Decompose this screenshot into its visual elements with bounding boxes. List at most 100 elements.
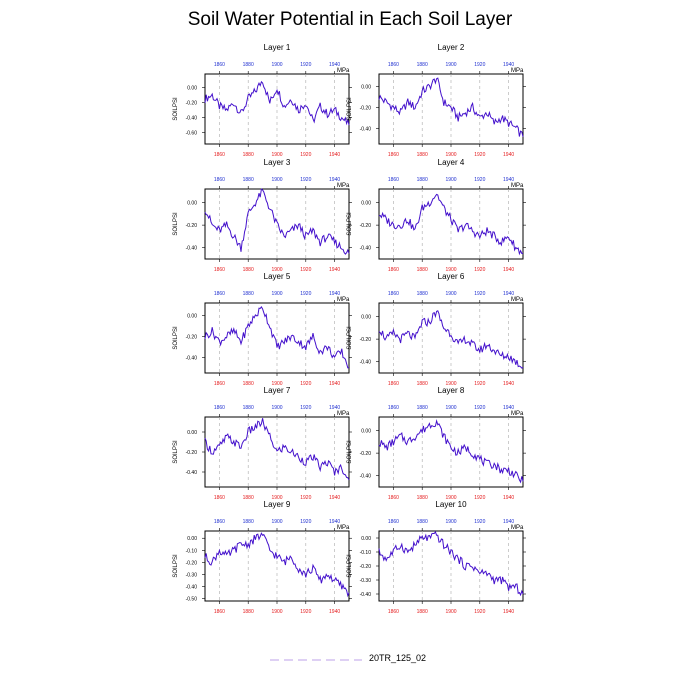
unit-label: MPa: [337, 297, 350, 303]
y-tick-label: -0.60: [186, 131, 198, 137]
x-tick-label-bottom: 1880: [243, 152, 254, 158]
y-tick-label: -0.10: [360, 550, 372, 556]
unit-label: MPa: [337, 411, 350, 417]
y-tick-label: 0.00: [361, 201, 371, 207]
x-tick-label-bottom: 1860: [388, 609, 399, 615]
y-tick-label: -0.40: [360, 360, 372, 366]
series-line: [378, 418, 524, 484]
series-line: [204, 532, 350, 598]
unit-label: MPa: [337, 525, 350, 531]
y-tick-label: 0.00: [187, 430, 197, 436]
x-tick-label-bottom: 1940: [329, 381, 340, 387]
unit-label: MPa: [511, 297, 524, 303]
x-tick-label-top: 1920: [300, 519, 311, 525]
y-tick-label: -0.20: [360, 564, 372, 570]
legend-label: 20TR_125_02: [369, 653, 427, 663]
x-tick-label-bottom: 1900: [445, 267, 456, 273]
x-tick-label-top: 1920: [300, 177, 311, 183]
x-tick-label-bottom: 1900: [271, 495, 282, 501]
x-tick-label-bottom: 1940: [503, 495, 514, 501]
x-tick-label-top: 1860: [388, 519, 399, 525]
x-tick-label-top: 1940: [503, 291, 514, 297]
panel-title: Layer 3: [264, 158, 291, 167]
unit-label: MPa: [511, 183, 524, 189]
x-tick-label-bottom: 1860: [214, 381, 225, 387]
y-tick-label: -0.40: [360, 246, 372, 252]
y-axis-label: SOILPSI: [347, 212, 353, 236]
x-tick-label-top: 1900: [445, 405, 456, 411]
unit-label: MPa: [511, 68, 524, 74]
x-tick-label-bottom: 1920: [300, 152, 311, 158]
series-line: [378, 77, 524, 137]
y-tick-label: 0.00: [187, 201, 197, 207]
panel-title: Layer 10: [435, 500, 467, 509]
y-tick-label: -0.10: [186, 548, 198, 554]
panel-title: Layer 7: [264, 386, 291, 395]
unit-label: MPa: [337, 183, 350, 189]
x-tick-label-top: 1940: [503, 519, 514, 525]
legend-swatch: [270, 659, 362, 661]
x-tick-label-top: 1880: [417, 291, 428, 297]
y-tick-label: -0.20: [360, 105, 372, 111]
x-tick-label-bottom: 1860: [214, 267, 225, 273]
x-tick-label-top: 1920: [300, 291, 311, 297]
x-tick-label-top: 1940: [329, 291, 340, 297]
x-tick-label-bottom: 1920: [474, 495, 485, 501]
x-tick-label-top: 1900: [445, 291, 456, 297]
x-tick-label-bottom: 1900: [445, 381, 456, 387]
panel-1: Layer 1 MPa 1860 1860 1880 1880 1900 1900 1920 19…: [173, 43, 352, 158]
x-tick-label-bottom: 1940: [503, 152, 514, 158]
x-tick-label-top: 1880: [417, 177, 428, 183]
x-tick-label-bottom: 1900: [445, 495, 456, 501]
y-tick-label: -0.20: [360, 223, 372, 229]
series-line: [378, 310, 524, 369]
y-tick-label: -0.20: [186, 223, 198, 229]
x-tick-label-bottom: 1920: [300, 381, 311, 387]
x-tick-label-top: 1880: [243, 177, 254, 183]
x-tick-label-bottom: 1860: [214, 609, 225, 615]
x-tick-label-bottom: 1940: [329, 267, 340, 273]
x-tick-label-bottom: 1900: [271, 609, 282, 615]
y-axis-label: SOILPSI: [173, 212, 179, 236]
y-tick-label: -0.40: [186, 116, 198, 122]
series-line: [204, 188, 350, 255]
x-tick-label-bottom: 1900: [271, 381, 282, 387]
y-tick-label: -0.40: [360, 126, 372, 132]
x-tick-label-top: 1940: [503, 405, 514, 411]
y-tick-label: -0.20: [186, 560, 198, 566]
x-tick-label-bottom: 1920: [474, 381, 485, 387]
panel-9: Layer 9 MPa 1860 1860 1880 1880 1900 1900 1920 19…: [173, 500, 352, 615]
unit-label: MPa: [337, 68, 350, 74]
panel-10: Layer 10 MPa 1860 1860 1880 1880 1900 1900 1920 1…: [347, 500, 526, 615]
x-tick-label-bottom: 1920: [474, 152, 485, 158]
series-line: [204, 418, 350, 481]
series-line: [378, 530, 524, 597]
x-tick-label-top: 1900: [271, 405, 282, 411]
x-tick-label-top: 1880: [417, 519, 428, 525]
y-tick-label: -0.50: [186, 597, 198, 603]
x-tick-label-bottom: 1900: [445, 609, 456, 615]
x-tick-label-top: 1920: [300, 62, 311, 68]
x-tick-label-top: 1900: [445, 519, 456, 525]
panel-8: Layer 8 MPa 1860 1860 1880 1880 1900 1900 1920 19…: [347, 386, 526, 501]
x-tick-label-top: 1860: [388, 177, 399, 183]
x-tick-label-top: 1880: [243, 291, 254, 297]
unit-label: MPa: [511, 411, 524, 417]
x-tick-label-bottom: 1940: [503, 381, 514, 387]
y-tick-label: -0.40: [186, 246, 198, 252]
y-tick-label: 0.00: [187, 86, 197, 92]
legend: 20TR_125_02: [270, 650, 470, 670]
x-tick-label-top: 1920: [474, 405, 485, 411]
panel-2: Layer 2 MPa 1860 1860 1880 1880 1900 1900 1920 19…: [347, 43, 526, 158]
x-tick-label-bottom: 1940: [329, 609, 340, 615]
y-tick-label: -0.40: [360, 592, 372, 598]
y-axis-label: SOILPSI: [347, 326, 353, 350]
plot-frame: [378, 188, 524, 260]
x-tick-label-top: 1860: [214, 177, 225, 183]
plot-frame: [204, 416, 350, 488]
x-tick-label-bottom: 1940: [503, 267, 514, 273]
x-tick-label-top: 1920: [474, 291, 485, 297]
x-tick-label-bottom: 1860: [214, 152, 225, 158]
x-tick-label-bottom: 1920: [300, 609, 311, 615]
series-line: [204, 80, 350, 126]
